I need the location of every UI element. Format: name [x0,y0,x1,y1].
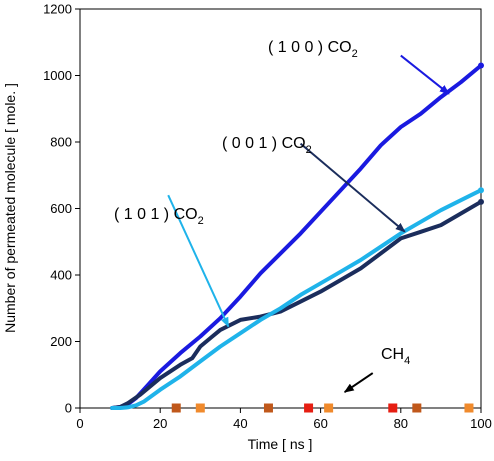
series-line-1 [110,199,483,410]
x-tick-label: 100 [470,416,492,431]
annotation-arrow [167,194,230,328]
x-tick-label: 60 [313,416,327,431]
series-line-2 [110,188,483,410]
ch4-point [171,403,181,413]
annotation-label-a100: ( 1 0 0 ) CO2 [268,39,358,60]
ch4-point [388,403,398,413]
annotation-arrow [299,142,406,233]
ch4-point [304,403,314,413]
ch4-markers [171,403,474,413]
x-tick-label: 0 [76,416,83,431]
annotation-label-ach4: CH4 [381,346,410,367]
ch4-point [263,403,273,413]
y-axis-title: Number of permeated molecule [ mole. ] [2,83,18,333]
annotations: ( 1 0 0 ) CO2 ( 0 0 1 ) CO2 ( 1 0 1 ) CO2 C… [114,39,450,393]
ch4-point [412,403,422,413]
annotation-arrow [400,54,450,95]
x-tick-label: 40 [233,416,247,431]
y-tick-label: 1000 [43,68,72,83]
x-tick-label: 80 [394,416,408,431]
annotation-arrow [343,372,374,393]
y-tick-label: 0 [65,401,72,416]
series-end-point-1 [478,198,484,205]
series-layer [110,62,484,410]
annotation-label-a001: ( 0 0 1 ) CO2 [222,135,312,156]
y-tick-label: 1200 [43,2,72,17]
series-end-point-0 [478,62,484,69]
y-tick-label: 200 [50,334,72,349]
x-axis-title: Time [ ns ] [248,436,313,452]
axes [75,8,482,413]
series-end-point-2 [478,187,484,194]
y-tick-label: 600 [50,201,72,216]
series-line-0 [110,63,483,410]
y-tick-label: 800 [50,135,72,150]
x-tick-label: 20 [153,416,167,431]
ch4-point [195,403,205,413]
ch4-point [464,403,474,413]
ch4-point [324,403,334,413]
y-tick-label: 400 [50,268,72,283]
annotation-label-a101: ( 1 0 1 ) CO2 [114,206,204,227]
